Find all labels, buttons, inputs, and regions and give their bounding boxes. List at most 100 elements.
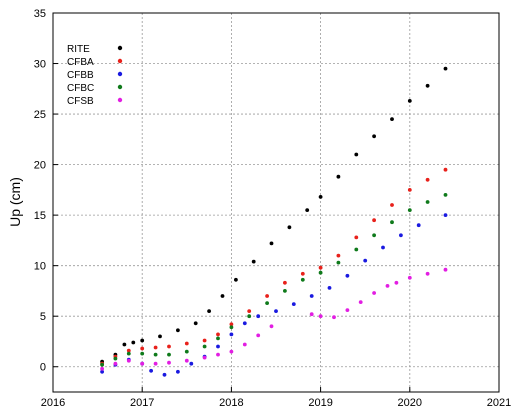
data-point	[336, 253, 341, 258]
plot-background	[53, 13, 499, 392]
data-point	[122, 342, 127, 347]
data-point	[126, 351, 131, 356]
data-point	[300, 277, 305, 282]
y-tick-label: 15	[34, 210, 46, 222]
data-point	[131, 340, 136, 345]
data-point	[229, 332, 234, 337]
data-point	[153, 345, 158, 350]
y-tick-label: 5	[40, 311, 46, 323]
data-point	[336, 174, 341, 179]
data-point	[390, 117, 394, 121]
data-point	[140, 351, 145, 356]
data-point	[394, 280, 399, 285]
data-series	[100, 66, 448, 377]
data-point	[283, 280, 287, 285]
data-point	[149, 368, 154, 373]
data-point	[176, 369, 180, 374]
legend-marker	[117, 84, 123, 90]
data-point	[189, 361, 194, 366]
series-cfsb	[100, 267, 448, 371]
data-point	[327, 286, 332, 290]
data-point	[162, 372, 167, 377]
data-point	[274, 309, 278, 313]
data-point	[332, 315, 336, 320]
data-point	[318, 265, 323, 270]
data-point	[140, 346, 145, 351]
axis-ticks: 2016 2017 2018 2019 2020 2021 0 5 10 15 20 25 30 35	[34, 8, 511, 409]
data-point	[425, 200, 430, 204]
data-point	[220, 294, 225, 298]
data-point	[407, 275, 412, 280]
data-point	[167, 352, 171, 357]
data-point	[345, 308, 350, 312]
y-tick-label: 30	[34, 59, 46, 71]
data-point	[202, 344, 207, 349]
data-point	[309, 312, 314, 317]
legend-label-cfbb: CFBB	[67, 70, 94, 81]
data-point	[167, 344, 171, 349]
data-point	[354, 152, 359, 157]
data-point	[242, 342, 247, 347]
legend-label-cfsb: CFSB	[67, 96, 94, 107]
data-point	[113, 361, 118, 366]
data-point	[100, 369, 104, 374]
data-point	[256, 314, 261, 319]
data-point	[247, 314, 252, 319]
data-point	[229, 322, 234, 327]
grid-lines	[53, 13, 499, 392]
data-point	[336, 260, 341, 265]
data-point	[176, 328, 180, 333]
data-point	[443, 193, 448, 197]
data-point	[345, 273, 350, 278]
data-point	[363, 258, 368, 263]
x-tick-label: 2017	[130, 397, 154, 409]
data-point	[256, 333, 261, 338]
data-point	[407, 99, 412, 103]
data-point	[167, 360, 171, 365]
data-point	[216, 336, 220, 341]
y-tick-label: 35	[34, 8, 46, 20]
series-cfbb	[100, 213, 448, 377]
x-tick-label: 2020	[398, 397, 422, 409]
data-point	[305, 208, 310, 213]
data-point	[390, 220, 394, 225]
data-point	[153, 352, 158, 357]
data-point	[390, 203, 394, 207]
data-point	[425, 271, 430, 276]
data-point	[443, 167, 448, 172]
data-point	[202, 338, 207, 343]
data-point	[216, 344, 220, 349]
legend: RITE CFBA CFBB CFBC CFSB	[67, 44, 123, 107]
data-point	[372, 134, 376, 139]
x-tick-label: 2021	[487, 397, 511, 409]
data-point	[234, 277, 238, 282]
data-point	[100, 362, 104, 367]
x-tick-label: 2018	[219, 397, 243, 409]
data-point	[300, 271, 305, 276]
data-point	[399, 233, 403, 238]
data-point	[354, 247, 359, 252]
data-point	[407, 208, 412, 213]
data-point	[443, 213, 448, 218]
legend-label-rite: RITE	[67, 44, 90, 55]
data-point	[202, 355, 207, 360]
y-axis-label: Up (cm)	[7, 177, 23, 227]
data-point	[100, 366, 104, 371]
data-point	[372, 218, 376, 223]
data-point	[318, 270, 323, 275]
data-point	[318, 314, 323, 319]
data-point	[425, 83, 430, 88]
data-point	[113, 356, 118, 361]
legend-marker	[117, 71, 123, 77]
data-point	[247, 309, 252, 313]
x-tick-label: 2016	[41, 397, 65, 409]
data-point	[425, 177, 430, 182]
legend-marker	[117, 97, 123, 103]
data-point	[126, 348, 131, 353]
legend-marker	[117, 45, 123, 51]
data-point	[184, 341, 189, 346]
data-point	[385, 284, 390, 288]
data-point	[354, 235, 359, 240]
data-point	[287, 225, 292, 230]
